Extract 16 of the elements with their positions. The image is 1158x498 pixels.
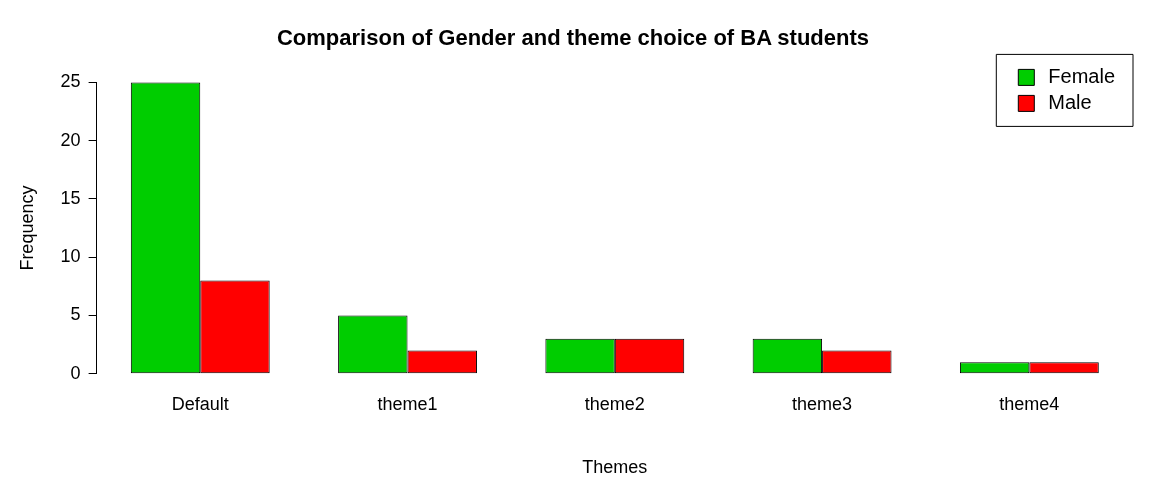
x-tick-label: theme3 [792,393,853,414]
x-tick-label: theme1 [377,393,438,414]
y-tick-label: 10 [60,246,81,267]
y-tick-label: 5 [70,304,81,325]
legend-label: Female [1048,64,1116,87]
y-axis-title: Frequency [16,185,37,271]
x-tick-label: theme4 [999,393,1060,414]
x-axis-title: Themes [582,457,648,478]
legend-label: Male [1048,90,1092,113]
y-tick-label: 0 [70,362,81,383]
y-tick-label: 20 [60,129,81,150]
x-tick-label: theme2 [584,393,645,414]
y-tick-label: 15 [60,187,81,208]
y-tick-label: 25 [60,71,81,92]
x-tick-label: Default [171,393,229,414]
chart-title: Comparison of Gender and theme choice of BA students [276,25,870,51]
